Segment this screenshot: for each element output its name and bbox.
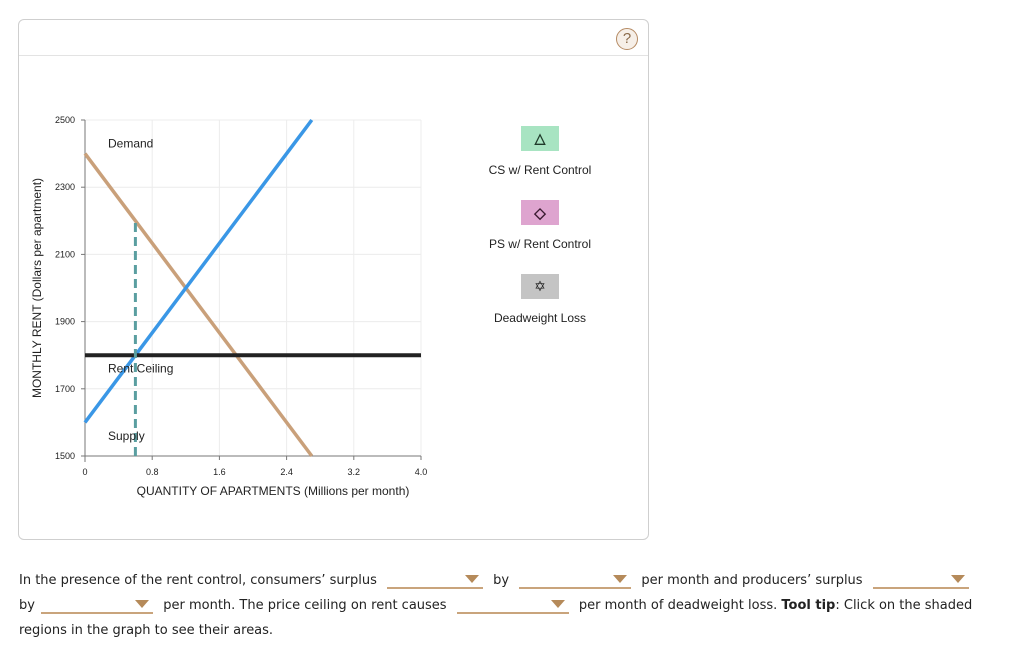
x-tick-label: 0 (82, 467, 87, 477)
question-part: In the presence of the rent control, con… (19, 573, 377, 588)
x-tick-label: 1.6 (213, 467, 226, 477)
question-text: In the presence of the rent control, con… (19, 568, 979, 643)
question-part: per month of deadweight loss. (578, 598, 778, 613)
series-demand[interactable] (83, 152, 314, 458)
series-label: Rent Ceiling (108, 362, 173, 376)
series-label: Supply (108, 429, 145, 443)
ps-swatch[interactable]: ◇ (521, 200, 559, 225)
y-tick-label: 2100 (55, 249, 75, 259)
x-tick-label: 0.8 (146, 467, 159, 477)
x-tick-label: 4.0 (415, 467, 428, 477)
y-tick-label: 1900 (55, 317, 75, 327)
diamond-icon: ◇ (534, 204, 546, 222)
y-axis-label: MONTHLY RENT (Dollars per apartment) (30, 178, 44, 398)
chart[interactable]: 0 0.8 1.6 2.4 3.2 4.0 1500 1700 1900 2100 2300 2500… (19, 20, 648, 539)
chevron-down-icon (550, 599, 565, 608)
chevron-down-icon (465, 574, 480, 583)
question-part: by (493, 573, 510, 588)
y-tick-label: 1500 (55, 451, 75, 461)
question-part: per month. The price ceiling on rent cau… (163, 598, 447, 613)
triangle-icon: △ (534, 130, 546, 146)
legend-ps[interactable]: ◇ PS w/ Rent Control (470, 200, 610, 251)
star-icon: ✡ (534, 278, 546, 294)
question-part: : Click on the shaded regions in the gra… (19, 598, 973, 638)
legend-label: Deadweight Loss (493, 311, 587, 325)
chevron-down-icon (135, 599, 150, 608)
legend-cs[interactable]: △ CS w/ Rent Control (470, 126, 610, 177)
y-tick-label: 2500 (55, 115, 75, 125)
series-supply[interactable] (83, 118, 314, 424)
y-tick-label: 2300 (55, 182, 75, 192)
series-label: Demand (108, 137, 153, 151)
question-part: per month and producers’ surplus (641, 573, 863, 588)
graph-panel: ? 0 0.8 1.6 2.4 3.2 4.0 1500 1700 1900 2100 2300 25… (18, 19, 649, 540)
legend-label: PS w/ Rent Control (488, 237, 592, 251)
help-icon[interactable]: ? (616, 28, 638, 50)
x-tick-label: 3.2 (348, 467, 361, 477)
legend-label: CS w/ Rent Control (488, 163, 592, 177)
dwl-amount-dropdown[interactable] (456, 598, 569, 614)
cs-swatch[interactable]: △ (521, 126, 559, 151)
chevron-down-icon (950, 574, 965, 583)
dwl-swatch[interactable]: ✡ (521, 274, 559, 299)
tool-tip-label: Tool tip (781, 598, 836, 613)
cs-amount-dropdown[interactable] (519, 573, 632, 589)
x-tick-label: 2.4 (280, 467, 293, 477)
ps-change-dropdown[interactable] (872, 573, 969, 589)
cs-change-dropdown[interactable] (387, 573, 484, 589)
x-axis-label: QUANTITY OF APARTMENTS (Millions per mon… (137, 484, 410, 498)
question-part: by (19, 598, 35, 613)
ps-amount-dropdown[interactable] (41, 598, 154, 614)
legend-dwl[interactable]: ✡ Deadweight Loss (470, 274, 610, 325)
chevron-down-icon (613, 574, 628, 583)
panel-header: ? (19, 20, 648, 56)
y-tick-label: 1700 (55, 384, 75, 394)
